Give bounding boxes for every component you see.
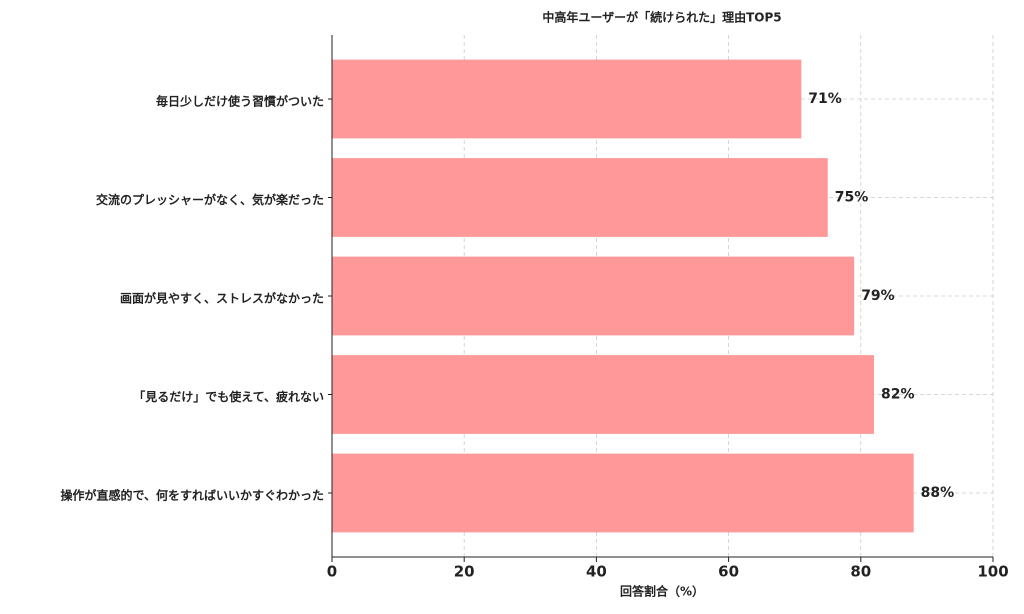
value-label: 79% [861,288,895,304]
value-label: 82% [881,386,915,402]
bar [332,59,802,139]
x-tick-label: 60 [718,563,739,581]
value-label: 88% [921,485,955,501]
y-tick-label: 毎日少しだけ使う習慣がついた [156,94,324,109]
x-tick-label: 100 [977,563,1008,581]
bar [332,158,828,237]
x-tick-label: 0 [327,563,337,581]
y-tick-label: 操作が直感的で、何をすればいいかすぐわかった [60,487,324,502]
y-tick-label: 画面が見やすく、ストレスがなかった [120,291,324,306]
x-tick-label: 20 [454,563,475,581]
chart-title: 中高年ユーザーが「続けられた」理由TOP5 [542,10,781,25]
value-label: 71% [808,91,842,107]
x-tick-label: 80 [850,563,871,581]
bar [332,355,875,434]
x-axis-label: 回答割合（%） [620,584,704,599]
x-tick-label: 40 [586,563,607,581]
bar [332,256,855,336]
bar [332,453,914,533]
y-tick-label: 交流のプレッシャーがなく、気が楽だった [96,192,324,207]
y-tick-label: 「見るだけ」でも使えて、疲れない [133,389,324,404]
value-label: 75% [835,190,869,206]
